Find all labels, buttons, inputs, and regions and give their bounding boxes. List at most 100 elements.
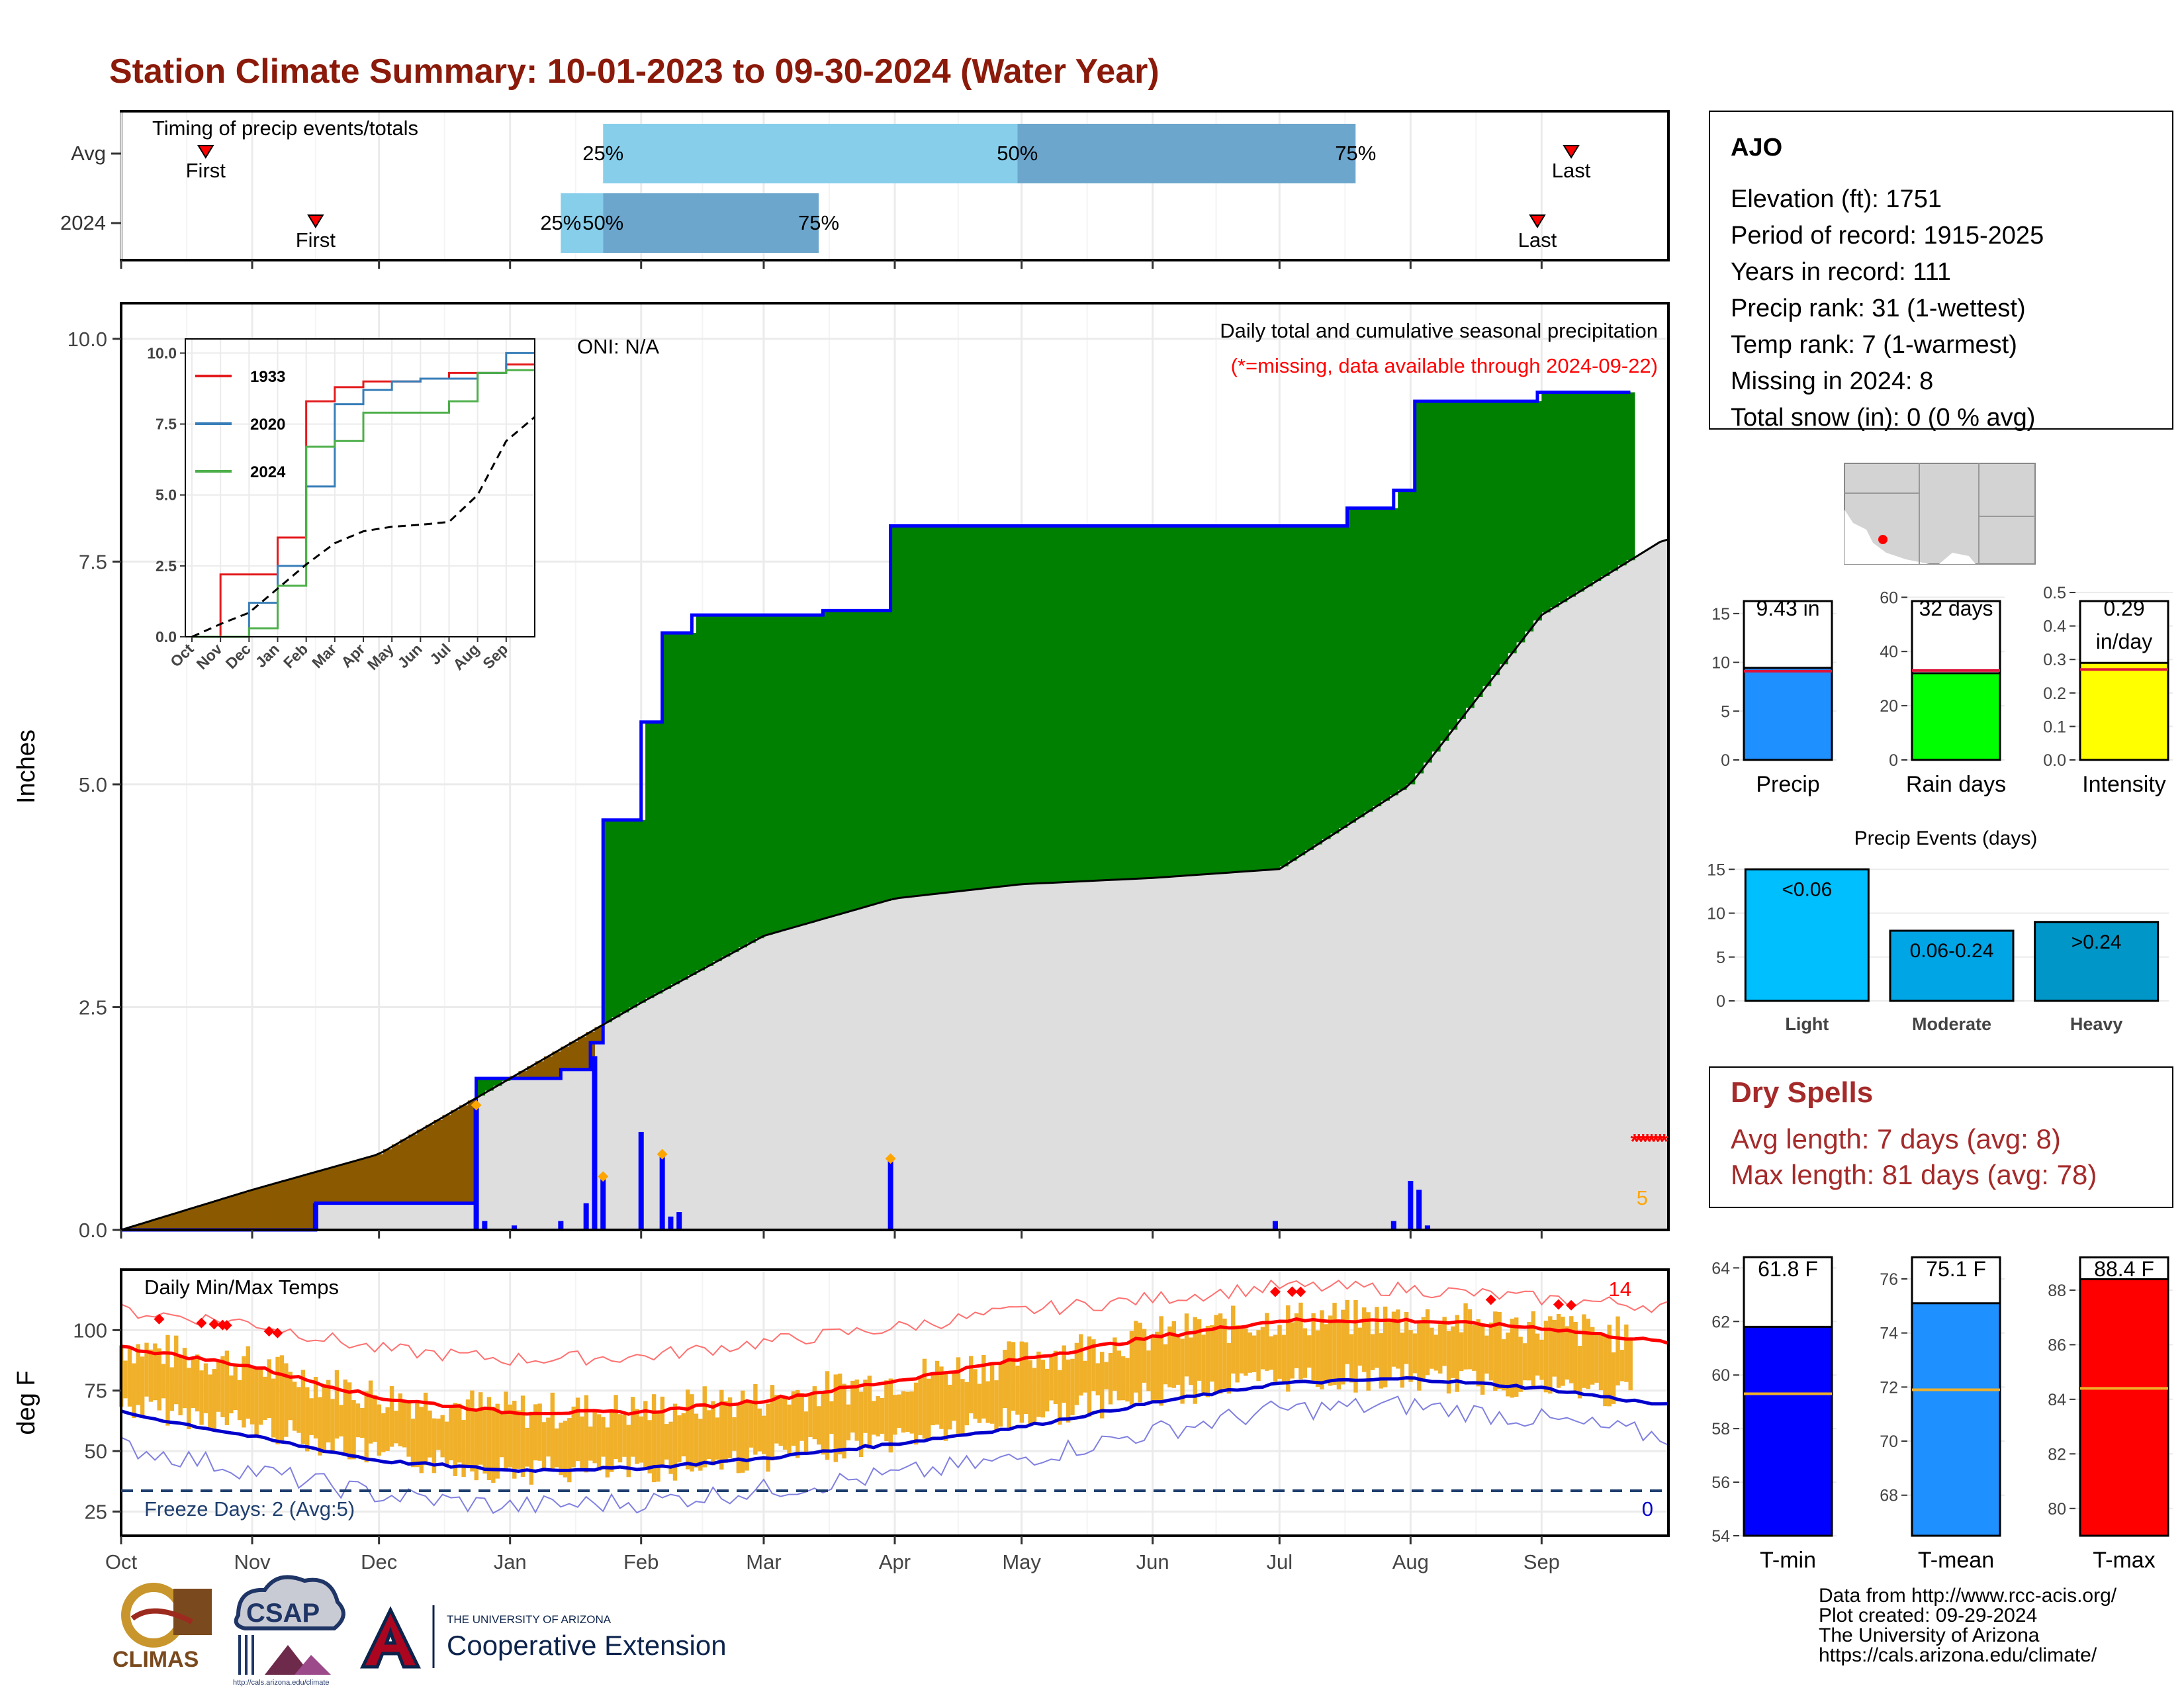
temp-tick-label: 62 (1711, 1313, 1730, 1331)
daily-temp-range-bar (1514, 1317, 1519, 1397)
surplus-area (1626, 392, 1635, 561)
daily-temp-range-bar (1527, 1322, 1531, 1381)
daily-temp-range-bar (529, 1411, 534, 1485)
daily-temp-range-bar (1138, 1323, 1142, 1403)
surplus-area (484, 1078, 494, 1091)
daily-temp-range-bar (943, 1372, 948, 1441)
surplus-area (1355, 508, 1365, 818)
daily-temp-range-bar (406, 1400, 411, 1457)
month-tick-label: Oct (105, 1550, 138, 1573)
temp-value-label: 75.1 F (1926, 1257, 1986, 1281)
daily-temp-range-bar (541, 1422, 547, 1472)
daily-temp-range-bar (948, 1384, 952, 1430)
dry-spells-avg: Avg length: 7 days (avg: 8) (1731, 1123, 2061, 1154)
daily-temp-range-bar (677, 1415, 682, 1463)
daily-temp-range-bar (1328, 1315, 1333, 1386)
surplus-area (1177, 526, 1187, 876)
surplus-area (1296, 526, 1306, 856)
surplus-area (1592, 392, 1602, 581)
daily-temp-range-bar (360, 1407, 365, 1438)
first-event-marker (307, 214, 324, 228)
daily-temp-range-bar (753, 1383, 758, 1455)
daily-temp-range-bar (1421, 1317, 1426, 1380)
daily-temp-range-bar (453, 1403, 458, 1476)
daily-temp-range-bar (1430, 1327, 1434, 1369)
daily-temp-range-bar (1603, 1334, 1608, 1407)
daily-temp-range-bar (1205, 1325, 1210, 1397)
daily-temp-range-bar (516, 1410, 521, 1469)
deficit-area (408, 1135, 418, 1203)
surplus-area (1423, 401, 1432, 763)
quartile-label: 25% (540, 211, 581, 234)
inset-series-1933 (192, 363, 535, 638)
daily-temp-range-bar (233, 1364, 238, 1411)
temp-tick-label: 76 (1880, 1270, 1898, 1289)
daily-temp-range-bar (981, 1355, 986, 1419)
deficit-area (375, 1154, 384, 1203)
daily-precip-bar (638, 1131, 644, 1230)
daily-temp-range-bar (592, 1411, 597, 1464)
surplus-area (1051, 526, 1060, 883)
daily-temp-range-bar (296, 1387, 301, 1433)
deficit-area (315, 1170, 325, 1203)
daily-temp-range-bar (989, 1364, 995, 1424)
daily-temp-range-bar (897, 1394, 901, 1429)
daily-temp-range-bar (212, 1369, 216, 1430)
daily-temp-range-bar (1569, 1316, 1574, 1383)
daily-temp-range-bar (144, 1342, 149, 1397)
surplus-area (619, 820, 629, 1013)
surplus-area (772, 615, 782, 933)
inset-legend-label: 2020 (250, 416, 285, 434)
surplus-area (1398, 490, 1407, 790)
daily-temp-range-bar (1218, 1313, 1223, 1394)
deficit-area (146, 1221, 156, 1230)
daily-temp-range-bar (1129, 1331, 1134, 1405)
last-event-marker (1563, 145, 1580, 159)
daily-temp-range-bar (423, 1392, 428, 1466)
daily-temp-range-bar (833, 1374, 838, 1462)
missing-day-marker: * (1656, 1129, 1664, 1153)
daily-temp-range-bar (1095, 1363, 1101, 1395)
quartile-bar-upper (1017, 124, 1356, 183)
record-precip-marker (598, 1171, 609, 1182)
precip-missing-note: (*=missing, data available through 2024-… (1231, 354, 1658, 377)
surplus-area (612, 820, 621, 1017)
daily-temp-range-bar (1488, 1322, 1494, 1381)
deficit-area (256, 1187, 265, 1230)
temp-y-tick-label: 75 (85, 1380, 107, 1403)
daily-temp-range-bar (647, 1420, 652, 1474)
daily-precip-bar (659, 1154, 665, 1230)
daily-temp-range-bar (803, 1411, 809, 1452)
daily-temp-range-bar (567, 1418, 572, 1483)
daily-temp-range-bar (664, 1424, 669, 1460)
daily-temp-range-bar (1142, 1329, 1147, 1383)
daily-temp-range-bar (254, 1368, 259, 1436)
daily-temp-range-bar (491, 1407, 496, 1483)
deficit-area (425, 1125, 435, 1203)
daily-temp-range-bar (685, 1389, 690, 1470)
temp-label: Daily Min/Max Temps (144, 1276, 339, 1299)
daily-temp-range-bar (1184, 1313, 1189, 1377)
daily-temp-range-bar (1391, 1311, 1396, 1367)
daily-temp-range-bar (584, 1395, 589, 1473)
temp-value-label: 61.8 F (1758, 1257, 1818, 1281)
surplus-area (1009, 526, 1018, 886)
mini-bar-precip (1743, 667, 1833, 761)
temp-y-tick-label: 100 (73, 1319, 107, 1342)
daily-temp-range-bar (157, 1348, 161, 1411)
csap-logo: CSAP http://cals.arizona.edu/climate (233, 1575, 345, 1687)
record-precip-marker (657, 1149, 668, 1160)
daily-temp-range-bar (410, 1419, 416, 1468)
daily-temp-range-bar (419, 1407, 424, 1474)
surplus-area (874, 610, 883, 904)
deficit-area (400, 1139, 409, 1203)
daily-temp-range-bar (1053, 1350, 1058, 1404)
deficit-area (163, 1215, 173, 1230)
daily-temp-range-bar (1497, 1311, 1502, 1389)
surplus-area (1584, 392, 1593, 586)
surplus-area (747, 615, 756, 943)
surplus-area (1186, 526, 1196, 876)
daily-temp-range-bar (939, 1366, 944, 1429)
daily-temp-range-bar (525, 1427, 529, 1467)
daily-temp-range-bar (622, 1415, 627, 1457)
